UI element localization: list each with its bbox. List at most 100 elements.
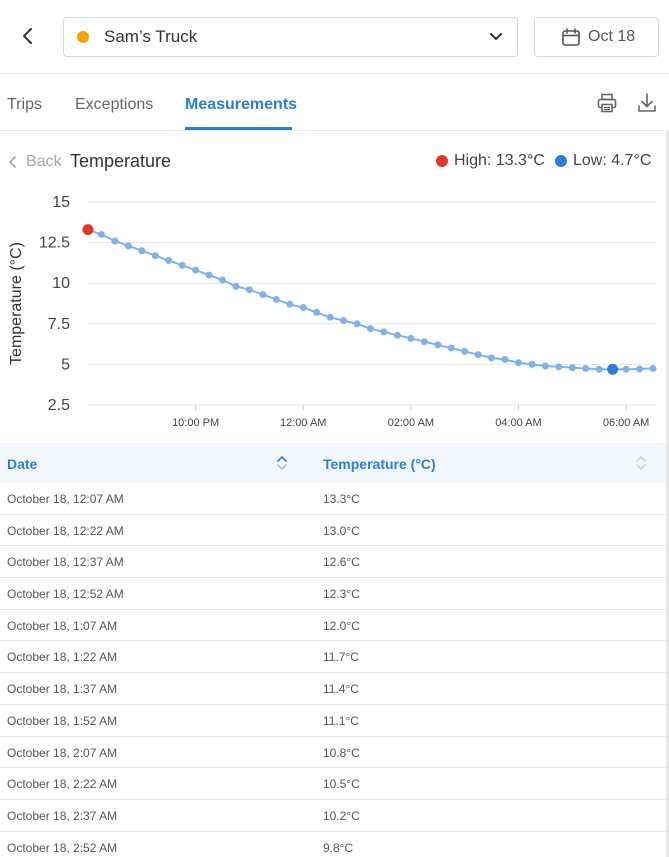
data-point bbox=[568, 364, 576, 372]
data-point bbox=[541, 362, 549, 370]
x-tick-label: 12:00 AM bbox=[280, 417, 326, 429]
data-point bbox=[367, 325, 374, 333]
sort-icon[interactable] bbox=[634, 453, 648, 473]
sort-icon[interactable] bbox=[275, 453, 289, 473]
data-point bbox=[649, 364, 657, 372]
table-row: October 18, 2:52 AM 9.8°C bbox=[0, 832, 669, 857]
date-cell: October 18, 1:37 AM bbox=[7, 682, 118, 697]
date-cell: October 18, 12:07 AM bbox=[7, 492, 124, 506]
y-tick-label: 10 bbox=[52, 275, 70, 292]
data-point bbox=[595, 365, 603, 373]
data-point bbox=[528, 360, 536, 368]
temperature-cell: 11.1°C bbox=[323, 713, 359, 728]
table-row: October 18, 1:37 AM 11.4°C bbox=[0, 673, 669, 705]
date-label: Oct 18 bbox=[588, 28, 636, 45]
table-row: October 18, 2:07 AM 10.8°C bbox=[0, 737, 669, 769]
data-point bbox=[192, 266, 200, 274]
column-header-temperature[interactable]: Temperature (°C) bbox=[323, 456, 436, 472]
x-tick-label: 06:00 AM bbox=[603, 417, 649, 429]
data-point bbox=[380, 328, 388, 336]
printer-icon[interactable] bbox=[596, 92, 618, 114]
legend-high: High: 13.3°C bbox=[436, 152, 545, 170]
table-row: October 18, 1:52 AM 11.1°C bbox=[0, 705, 669, 737]
calendar-icon bbox=[562, 28, 580, 46]
data-point bbox=[245, 286, 253, 294]
chart-header: Back Temperature High: 13.3°C Low: 4.7°C bbox=[0, 131, 669, 191]
data-point bbox=[461, 347, 469, 355]
table-row: October 18, 12:22 AM 13.0°C bbox=[0, 515, 669, 547]
data-point bbox=[232, 282, 240, 290]
table-row: October 18, 12:37 AM 12.6°C bbox=[0, 546, 669, 579]
temperature-cell: 12.3°C bbox=[323, 587, 360, 602]
date-cell: October 18, 12:22 AM bbox=[7, 523, 124, 538]
temperature-cell: 9.8°C bbox=[323, 840, 354, 855]
column-header-date[interactable]: Date bbox=[7, 456, 38, 472]
temperature-cell: 12.0°C bbox=[323, 618, 360, 633]
data-point bbox=[501, 356, 509, 364]
data-point bbox=[622, 365, 630, 373]
data-point bbox=[111, 237, 119, 245]
measurement-table-body: October 18, 12:07 AM 13.3°C October 18, 12… bbox=[0, 483, 669, 857]
date-cell: October 18, 2:07 AM bbox=[7, 745, 118, 760]
table-row: October 18, 1:22 AM 11.7°C bbox=[0, 641, 669, 674]
data-point bbox=[165, 256, 173, 264]
date-cell: October 18, 1:22 AM bbox=[7, 650, 118, 665]
legend-low-dot bbox=[555, 155, 567, 167]
temperature-chart: 15 12.5 10 7.5 5 2.5 Temperature (°C) 10:00 PM 1… bbox=[8, 194, 657, 429]
tab-measurements[interactable]: Measurements bbox=[185, 96, 298, 113]
data-point bbox=[272, 295, 280, 303]
temperature-cell: 10.8°C bbox=[323, 745, 360, 760]
back-label: Back bbox=[26, 153, 62, 170]
chevron-left-icon[interactable] bbox=[18, 26, 38, 46]
date-cell: October 18, 2:22 AM bbox=[7, 777, 118, 792]
vehicle-name: Sam’s Truck bbox=[104, 27, 198, 46]
chevron-left-icon bbox=[9, 156, 16, 168]
data-point bbox=[420, 338, 428, 346]
temperature-cell: 11.7°C bbox=[323, 650, 359, 665]
download-icon[interactable] bbox=[636, 92, 658, 114]
date-picker-button[interactable]: Oct 18 bbox=[534, 17, 659, 57]
data-point bbox=[636, 365, 644, 373]
legend-high-label: High: 13.3°C bbox=[454, 152, 545, 169]
data-point bbox=[313, 308, 321, 316]
tab-exceptions[interactable]: Exceptions bbox=[75, 96, 154, 113]
y-tick-label: 15 bbox=[52, 194, 70, 211]
data-point bbox=[582, 364, 590, 372]
high-point-marker bbox=[82, 224, 94, 236]
data-point bbox=[353, 320, 361, 328]
top-bar: Sam’s Truck Oct 18 bbox=[0, 0, 669, 74]
vehicle-select[interactable]: Sam’s Truck bbox=[63, 17, 518, 57]
temperature-cell: 11.4°C bbox=[323, 682, 359, 697]
date-cell: October 18, 1:52 AM bbox=[7, 713, 118, 728]
low-point-marker bbox=[607, 363, 619, 375]
data-point bbox=[393, 331, 401, 339]
vehicle-status-dot bbox=[77, 31, 89, 43]
data-point bbox=[97, 230, 105, 238]
date-cell: October 18, 12:52 AM bbox=[7, 587, 124, 602]
y-tick-label: 5 bbox=[61, 356, 70, 373]
tab-bar: Trips Exceptions Measurements bbox=[0, 74, 669, 131]
y-tick-label: 7.5 bbox=[48, 316, 70, 333]
legend-high-dot bbox=[436, 155, 448, 167]
temperature-cell: 10.2°C bbox=[323, 808, 360, 823]
date-cell: October 18, 2:37 AM bbox=[7, 808, 118, 823]
table-row: October 18, 1:07 AM 12.0°C bbox=[0, 610, 669, 642]
data-point bbox=[205, 271, 213, 279]
data-point bbox=[178, 261, 186, 269]
data-point bbox=[286, 300, 294, 308]
data-point bbox=[299, 304, 307, 312]
chevron-down-icon bbox=[490, 33, 502, 40]
data-point bbox=[138, 247, 146, 255]
table-row: October 18, 2:22 AM 10.5°C bbox=[0, 768, 669, 800]
scrollbar[interactable] bbox=[666, 131, 669, 857]
legend-low: Low: 4.7°C bbox=[555, 152, 651, 170]
y-tick-label: 12.5 bbox=[39, 235, 70, 252]
data-point bbox=[474, 351, 482, 359]
tab-trips[interactable]: Trips bbox=[7, 96, 42, 113]
legend-low-label: Low: 4.7°C bbox=[573, 152, 652, 169]
table-header: Date Temperature (°C) bbox=[0, 443, 669, 483]
active-tab-indicator bbox=[185, 127, 292, 130]
y-tick-label: 2.5 bbox=[48, 397, 70, 414]
table-row: October 18, 2:37 AM 10.2°C bbox=[0, 800, 669, 832]
back-link[interactable]: Back bbox=[8, 153, 62, 171]
